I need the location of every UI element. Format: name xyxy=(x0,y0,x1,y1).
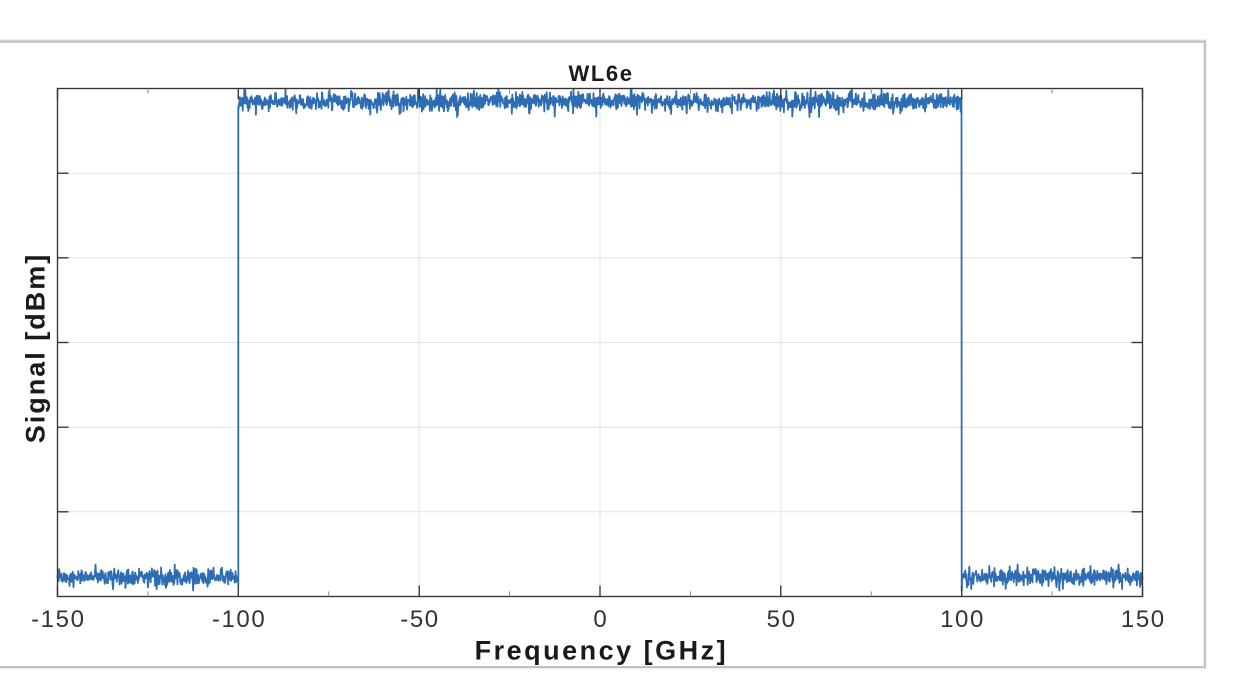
svg-text:Frequency [GHz]: Frequency [GHz] xyxy=(475,635,729,665)
svg-text:-50: -50 xyxy=(400,606,440,633)
svg-text:100: 100 xyxy=(940,606,985,633)
svg-text:-100: -100 xyxy=(212,606,266,633)
svg-text:WL6e: WL6e xyxy=(568,61,633,86)
svg-text:50: 50 xyxy=(767,606,797,633)
svg-text:150: 150 xyxy=(1121,606,1166,633)
svg-text:0: 0 xyxy=(593,606,608,633)
svg-text:-150: -150 xyxy=(31,606,85,633)
svg-text:Signal [dBm]: Signal [dBm] xyxy=(21,253,51,444)
